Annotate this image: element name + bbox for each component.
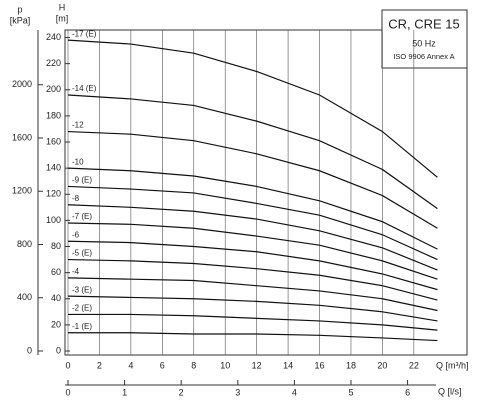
pump-curve (67, 94, 438, 210)
box-frequency: 50 Hz (412, 38, 436, 48)
pump-curve (67, 222, 438, 280)
y-tick-label: 20 (51, 319, 61, 329)
x-tick-label: 20 (377, 360, 387, 370)
curve-label: -7 (E) (72, 212, 92, 221)
x2-tick-label: 1 (122, 387, 127, 397)
pump-curve (67, 167, 438, 250)
y2-axis-unit: [kPa] (10, 15, 31, 25)
y-axis-symbol: H (59, 2, 66, 12)
x-tick-label: 10 (220, 360, 230, 370)
y2-tick-label: 800 (17, 239, 32, 249)
y-tick-label: 0 (56, 345, 61, 355)
y-axis-unit: [m] (56, 13, 69, 23)
x-tick-label: 4 (128, 360, 133, 370)
pump-curve (68, 313, 438, 331)
curve-label: -14 (E) (72, 84, 97, 93)
pump-curve (67, 204, 438, 271)
x-tick-label: 0 (65, 360, 70, 370)
curve-label: -12 (72, 121, 84, 130)
curve-label: -4 (72, 267, 80, 276)
y-tick-label: 220 (46, 58, 61, 68)
x-tick-label: 16 (315, 360, 325, 370)
x-tick-label: 12 (252, 360, 262, 370)
y2-tick-label: 1200 (12, 186, 32, 196)
curve-label: -17 (E) (72, 29, 97, 38)
y-tick-label: 60 (51, 267, 61, 277)
x2-tick-label: 5 (348, 387, 353, 397)
x2-axis-label: Q [l/s] (438, 386, 462, 396)
info-box (381, 9, 468, 69)
curve-label: -3 (E) (72, 285, 92, 294)
curve-label: -5 (E) (72, 249, 92, 258)
y-tick-label: 120 (46, 189, 61, 199)
y2-tick-label: 0 (27, 345, 32, 355)
x-tick-label: 14 (283, 360, 293, 370)
plot-frame (64, 29, 468, 356)
pump-curve (67, 39, 438, 178)
x2-tick-label: 4 (292, 387, 297, 397)
x2-tick-label: 2 (179, 387, 184, 397)
box-standard: ISO 9906 Annex A (393, 52, 454, 61)
y-tick-label: 200 (46, 84, 61, 94)
pump-curve (67, 130, 438, 229)
y2-tick-label: 2000 (12, 79, 32, 89)
pump-curve (67, 295, 438, 322)
y-tick-label: 240 (46, 32, 61, 42)
x-tick-label: 2 (97, 360, 102, 370)
pump-curve (67, 185, 438, 261)
y-tick-label: 180 (46, 110, 61, 120)
curve-label: -1 (E) (72, 322, 92, 331)
pump-curve (67, 240, 438, 291)
x-tick-label: 6 (160, 360, 165, 370)
y-tick-label: 100 (46, 215, 61, 225)
x2-tick-label: 6 (405, 387, 410, 397)
y2-axis-symbol: p (17, 4, 22, 14)
y-tick-label: 160 (46, 136, 61, 146)
x-tick-label: 22 (409, 360, 419, 370)
y-tick-label: 140 (46, 163, 61, 173)
curve-label: -2 (E) (72, 304, 92, 313)
x-tick-label: 18 (346, 360, 356, 370)
x-tick-label: 8 (191, 360, 196, 370)
curve-label: -9 (E) (72, 176, 92, 185)
x2-tick-label: 0 (65, 387, 70, 397)
box-title: CR, CRE 15 (388, 16, 460, 31)
curve-label: -10 (72, 157, 84, 166)
y-tick-label: 40 (51, 293, 61, 303)
pump-curve (67, 258, 438, 301)
pump-curve (67, 277, 438, 312)
y2-tick-label: 400 (17, 292, 32, 302)
x2-tick-label: 3 (235, 387, 240, 397)
curve-label: -8 (72, 194, 80, 203)
y2-tick-label: 1600 (12, 132, 32, 142)
curve-label: -6 (72, 230, 80, 239)
x-axis-label: Q [m³/h] (436, 360, 469, 370)
pump-curve (68, 332, 438, 342)
y-tick-label: 80 (51, 241, 61, 251)
